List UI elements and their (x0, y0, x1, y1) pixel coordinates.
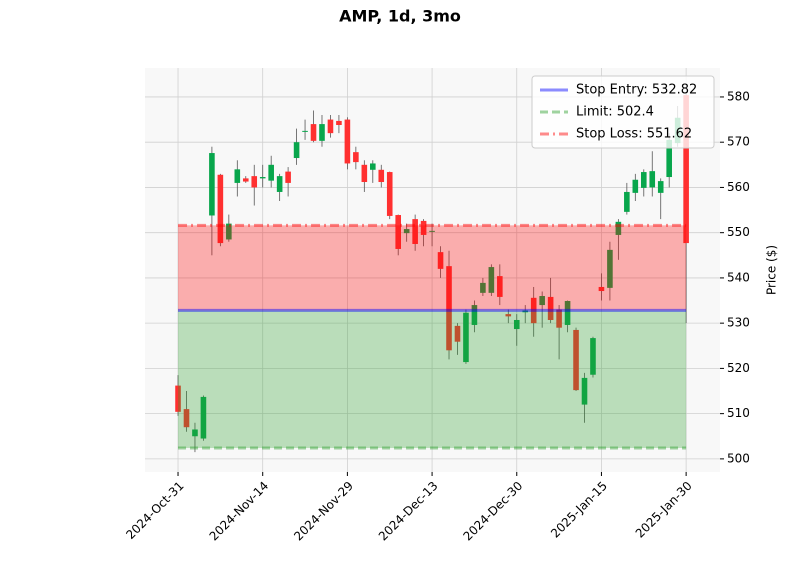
level-zone (178, 225, 687, 311)
candle-body (412, 219, 418, 244)
candle-body (226, 223, 232, 240)
y-axis-label: Price ($) (765, 245, 779, 295)
legend-box (531, 75, 715, 149)
candle-body (209, 153, 215, 216)
candle-body (217, 174, 224, 244)
x-tick-label: 2025-Jan-30 (633, 479, 695, 541)
candle-body (429, 230, 435, 232)
y-tick-label: 520 (727, 361, 750, 375)
y-tick-label: 530 (727, 316, 750, 330)
x-tick-label: 2024-Oct-31 (123, 479, 186, 542)
candle-body (497, 276, 503, 297)
candle-body (327, 119, 334, 134)
candle-body (522, 310, 529, 313)
y-tick-label: 560 (727, 180, 750, 194)
candle-body (556, 309, 562, 328)
candle-body (480, 282, 486, 293)
candle-body (319, 124, 325, 141)
y-tick-label: 500 (727, 451, 750, 465)
x-tick-label: 2024-Dec-30 (461, 479, 526, 544)
candle-body (420, 220, 427, 235)
candle-body (378, 169, 385, 183)
candle-body (624, 191, 630, 212)
legend-label: Stop Entry: 532.82 (576, 83, 697, 98)
candle-body (268, 164, 274, 181)
candle-body (251, 176, 258, 188)
candle-body (488, 267, 495, 293)
candle-body (446, 266, 452, 351)
candle-body (276, 176, 283, 192)
candle-body (336, 120, 342, 126)
candle-body (598, 286, 605, 292)
candle-body (310, 124, 317, 141)
y-tick-label: 550 (727, 225, 750, 239)
candle-body (437, 252, 444, 269)
candle-body (632, 179, 639, 193)
candle-body (395, 215, 401, 249)
legend: Stop Entry: 532.82 Limit: 502.4 Stop Loss:… (531, 75, 715, 149)
candle-body (302, 130, 308, 132)
candle-body (657, 181, 664, 193)
candle-body (640, 172, 647, 188)
y-tick-label: 570 (727, 135, 750, 149)
candle-body (649, 171, 656, 188)
candle-body (463, 312, 469, 363)
candle-body (607, 249, 613, 288)
candle-body (259, 177, 266, 179)
candle-body (564, 300, 571, 325)
candle-body (353, 152, 359, 163)
level-zone (178, 310, 687, 449)
candle-body (547, 296, 554, 320)
candle-body (361, 164, 368, 183)
candle-body (539, 296, 545, 306)
candle-body (370, 163, 376, 170)
candle-body (403, 229, 410, 234)
candle-body (666, 139, 672, 178)
candle-body (513, 319, 520, 330)
candle-body (386, 172, 393, 216)
x-tick-label: 2024-Nov-14 (207, 479, 272, 544)
y-tick-label: 510 (727, 406, 750, 420)
candle-body (581, 377, 588, 405)
candle-body (615, 221, 622, 235)
candle-body (505, 314, 512, 317)
candle-body (530, 297, 537, 324)
candle-body (234, 169, 241, 183)
candle-body (192, 429, 198, 437)
candle-body (183, 409, 190, 428)
candle-body (590, 338, 596, 375)
y-tick-label: 580 (727, 89, 750, 103)
candle-body (344, 119, 351, 164)
x-tick-label: 2024-Dec-13 (376, 479, 441, 544)
candle-body (200, 396, 207, 439)
candle-body (242, 178, 249, 182)
candle-body (293, 142, 300, 159)
candle-body (573, 329, 579, 391)
candle-body (683, 95, 689, 244)
x-tick-label: 2025-Jan-15 (548, 479, 610, 541)
candle-body (285, 171, 291, 183)
x-tick-label: 2024-Nov-29 (291, 479, 356, 544)
legend-label: Limit: 502.4 (576, 105, 654, 120)
legend-label: Stop Loss: 551.62 (576, 127, 692, 142)
y-tick-label: 540 (727, 270, 750, 284)
candle-body (175, 385, 181, 412)
candle-body (454, 325, 461, 342)
candle-body (471, 305, 478, 325)
chart-title: AMP, 1d, 3mo (339, 7, 461, 26)
